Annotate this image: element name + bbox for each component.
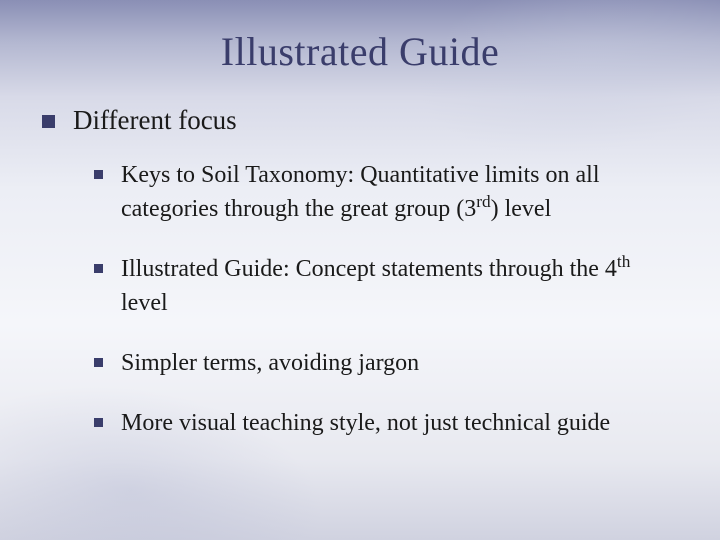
level2-item: Simpler terms, avoiding jargon xyxy=(94,346,682,380)
level1-text: Different focus xyxy=(73,105,237,136)
square-bullet-icon xyxy=(94,170,103,179)
level1-item: Different focus xyxy=(42,105,682,136)
level2-text: Simpler terms, avoiding jargon xyxy=(121,346,419,380)
level2-text: Illustrated Guide: Concept statements th… xyxy=(121,252,681,320)
level2-text: More visual teaching style, not just tec… xyxy=(121,406,610,440)
level2-item: Illustrated Guide: Concept statements th… xyxy=(94,252,682,320)
level2-text: Keys to Soil Taxonomy: Quantitative limi… xyxy=(121,158,681,226)
level2-list: Keys to Soil Taxonomy: Quantitative limi… xyxy=(94,158,682,440)
square-bullet-icon xyxy=(94,358,103,367)
slide-container: Illustrated Guide Different focus Keys t… xyxy=(0,0,720,540)
square-bullet-icon xyxy=(42,115,55,128)
square-bullet-icon xyxy=(94,418,103,427)
level2-item: More visual teaching style, not just tec… xyxy=(94,406,682,440)
square-bullet-icon xyxy=(94,264,103,273)
slide-title: Illustrated Guide xyxy=(38,28,682,75)
level2-item: Keys to Soil Taxonomy: Quantitative limi… xyxy=(94,158,682,226)
